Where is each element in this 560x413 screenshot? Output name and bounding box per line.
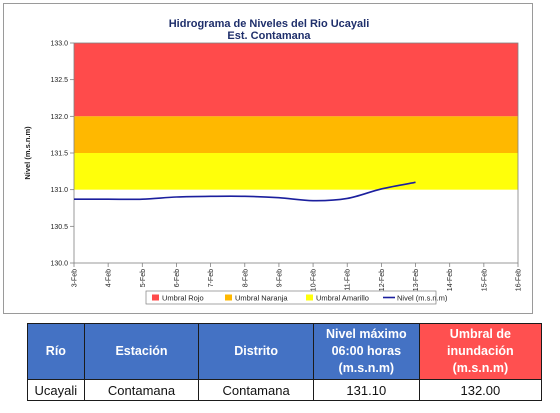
x-tick-label: 11-Feb bbox=[345, 269, 352, 291]
chart-subtitle: Est. Contamana bbox=[227, 30, 311, 42]
band-umbral-amarillo bbox=[74, 153, 518, 190]
table-header-row: Río Estación Distrito Nivel máximo 06:00… bbox=[27, 323, 543, 380]
y-axis-label: Nivel (m.s.n.m) bbox=[23, 126, 32, 180]
chart-title: Hidrograma de Niveles del Rio Ucayali bbox=[169, 18, 370, 30]
x-tick-label: 15-Feb bbox=[481, 269, 488, 291]
hydrograph-chart: Hidrograma de Niveles del Rio UcayaliEst… bbox=[23, 18, 523, 305]
legend-swatch bbox=[152, 294, 159, 301]
x-tick-label: 12-Feb bbox=[379, 269, 386, 291]
chart-frame: Hidrograma de Niveles del Rio Ucayali Est… bbox=[3, 3, 533, 314]
legend-entry: Nivel (m.s.n.m) bbox=[397, 293, 448, 302]
header-umbral-inundacion: Umbral de inundación (m.s.n.m) bbox=[418, 323, 543, 380]
x-tick-label: 16-Feb bbox=[516, 269, 523, 291]
series-line-nivel bbox=[74, 181, 416, 202]
cell-distrito: Contamana bbox=[198, 379, 314, 401]
header-distrito: Distrito bbox=[198, 323, 314, 380]
legend-box bbox=[145, 290, 437, 305]
header-estacion: Estación bbox=[83, 323, 200, 380]
y-tick-label: 133.0 bbox=[50, 41, 68, 48]
cell-nivel-maximo: 131.10 bbox=[312, 379, 420, 401]
x-tick-label: 13-Feb bbox=[413, 269, 420, 291]
x-tick-label: 6-Feb bbox=[174, 269, 181, 287]
y-tick-label: 130.0 bbox=[50, 261, 68, 268]
legend-swatch bbox=[306, 294, 313, 301]
x-tick-label: 7-Feb bbox=[208, 269, 215, 287]
x-tick-label: 5-Feb bbox=[140, 269, 147, 287]
band-umbral-rojo bbox=[74, 43, 518, 117]
legend-swatch bbox=[225, 294, 232, 301]
x-tick-label: 4-Feb bbox=[106, 269, 113, 287]
y-tick-label: 132.5 bbox=[50, 77, 68, 84]
legend-entry: Umbral Rojo bbox=[162, 293, 204, 302]
x-tick-label: 9-Feb bbox=[276, 269, 283, 287]
table-row: Ucayali Contamana Contamana 131.10 132.0… bbox=[27, 379, 543, 401]
y-tick-label: 131.5 bbox=[50, 151, 68, 158]
header-nivel-maximo: Nivel máximo 06:00 horas (m.s.n.m) bbox=[312, 323, 420, 380]
cell-estacion: Contamana bbox=[83, 379, 200, 401]
cell-umbral-inundacion: 132.00 bbox=[418, 379, 543, 401]
x-tick-label: 8-Feb bbox=[242, 269, 249, 287]
x-tick-label: 10-Feb bbox=[311, 269, 318, 291]
station-info-table: Río Estación Distrito Nivel máximo 06:00… bbox=[27, 323, 543, 401]
y-tick-label: 131.0 bbox=[50, 187, 68, 194]
x-tick-label: 3-Feb bbox=[72, 269, 79, 287]
legend-entry: Umbral Amarillo bbox=[316, 293, 369, 302]
header-rio: Río bbox=[27, 323, 85, 380]
cell-rio: Ucayali bbox=[27, 379, 85, 401]
y-tick-label: 132.0 bbox=[50, 114, 68, 121]
y-tick-label: 130.5 bbox=[50, 224, 68, 231]
band-umbral-naranja bbox=[74, 116, 518, 153]
legend-entry: Umbral Naranja bbox=[235, 293, 288, 302]
x-tick-label: 14-Feb bbox=[447, 269, 454, 291]
